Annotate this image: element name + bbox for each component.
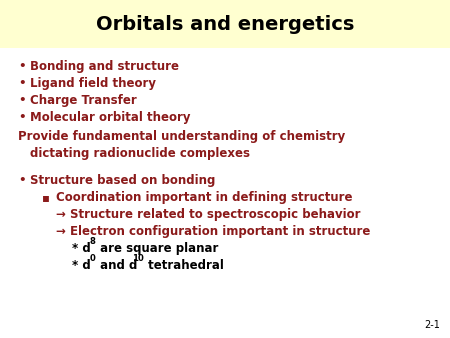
Text: 10: 10 — [132, 254, 144, 263]
Text: ▪: ▪ — [42, 191, 50, 204]
Text: Provide fundamental understanding of chemistry: Provide fundamental understanding of che… — [18, 130, 345, 143]
Text: 8: 8 — [90, 237, 96, 246]
Text: Coordination important in defining structure: Coordination important in defining struc… — [56, 191, 352, 204]
Text: 2-1: 2-1 — [424, 320, 440, 330]
Text: 0: 0 — [90, 254, 96, 263]
Text: are square planar: are square planar — [96, 242, 218, 255]
Text: * d: * d — [72, 242, 91, 255]
Text: Molecular orbital theory: Molecular orbital theory — [30, 111, 190, 124]
Text: Orbitals and energetics: Orbitals and energetics — [96, 15, 354, 33]
Text: •: • — [18, 174, 26, 187]
Text: •: • — [18, 111, 26, 124]
Text: → Structure related to spectroscopic behavior: → Structure related to spectroscopic beh… — [56, 208, 360, 221]
Text: Ligand field theory: Ligand field theory — [30, 77, 156, 90]
Text: •: • — [18, 77, 26, 90]
Text: * d: * d — [72, 259, 91, 272]
Text: → Electron configuration important in structure: → Electron configuration important in st… — [56, 225, 370, 238]
Text: dictating radionuclide complexes: dictating radionuclide complexes — [30, 147, 250, 160]
Text: tetrahedral: tetrahedral — [144, 259, 224, 272]
Text: Charge Transfer: Charge Transfer — [30, 94, 137, 107]
Text: •: • — [18, 60, 26, 73]
Text: •: • — [18, 94, 26, 107]
Text: and d: and d — [96, 259, 137, 272]
Text: Structure based on bonding: Structure based on bonding — [30, 174, 216, 187]
Bar — [0, 0, 450, 48]
Text: Bonding and structure: Bonding and structure — [30, 60, 179, 73]
